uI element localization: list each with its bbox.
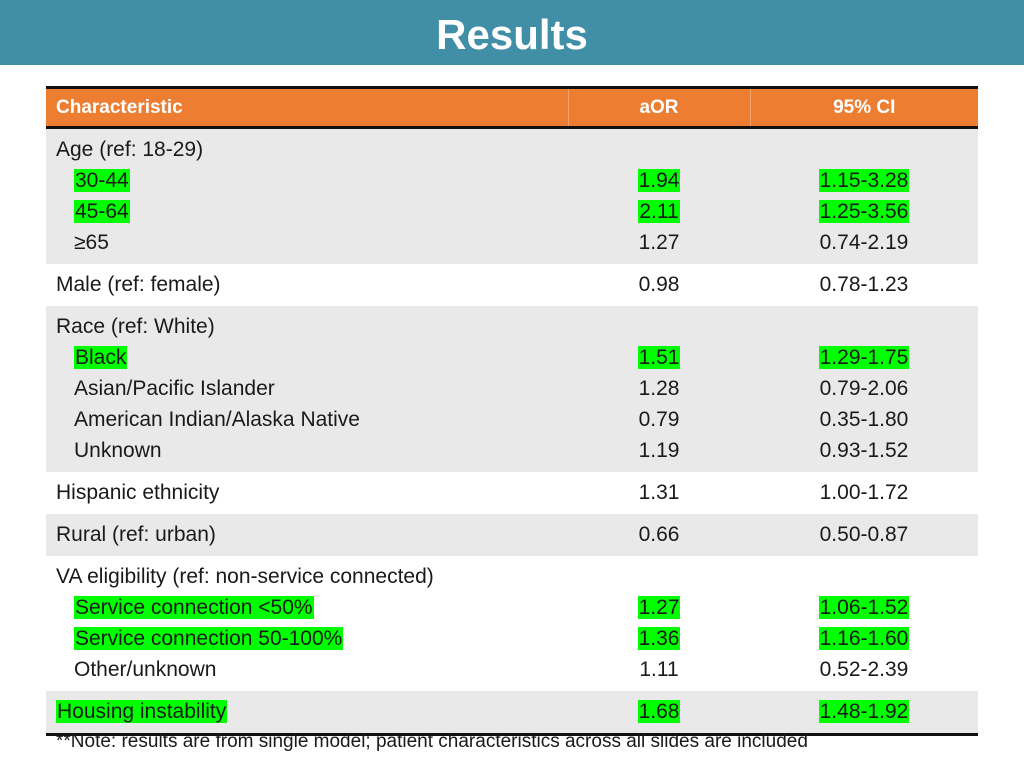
ci-value: 1.25-3.56	[818, 200, 910, 223]
ci-value: 0.52-2.39	[819, 658, 909, 681]
row-label: Black	[74, 346, 128, 369]
row-label: Asian/Pacific Islander	[74, 377, 275, 400]
group-label-va: VA eligibility (ref: non-service connect…	[56, 565, 434, 588]
ci-value: 1.06-1.52	[818, 596, 910, 619]
aor-value: 0.79	[638, 408, 680, 431]
row-label: Service connection 50-100%	[74, 627, 344, 650]
aor-value: 1.27	[638, 231, 680, 254]
table-row-age: Age (ref: 18-29) 30-44 45-64 ≥65 1.94 2.…	[46, 127, 978, 264]
title-bar	[0, 0, 1024, 65]
aor-value: 1.19	[638, 439, 680, 462]
ci-value: 1.48-1.92	[818, 700, 910, 723]
row-label: Unknown	[74, 439, 162, 462]
results-table: Characteristic aOR 95% CI Age (ref: 18-2…	[46, 86, 978, 736]
table-row-hispanic: Hispanic ethnicity 1.31 1.00-1.72	[46, 472, 978, 514]
ci-value: 0.74-2.19	[819, 231, 909, 254]
group-label-age: Age (ref: 18-29)	[56, 138, 204, 161]
ci-value: 0.78-1.23	[819, 273, 909, 296]
aor-value: 1.31	[638, 481, 680, 504]
ci-value: 1.00-1.72	[819, 481, 909, 504]
aor-value: 1.11	[639, 658, 679, 681]
row-label: 30-44	[74, 169, 130, 192]
row-label: Service connection <50%	[74, 596, 314, 619]
aor-value: 1.94	[637, 169, 681, 192]
table-row-male: Male (ref: female) 0.98 0.78-1.23	[46, 264, 978, 306]
ci-value: 1.15-3.28	[818, 169, 910, 192]
aor-value: 0.66	[638, 523, 680, 546]
aor-value: 1.51	[637, 346, 681, 369]
table-header-row: Characteristic aOR 95% CI	[46, 86, 978, 129]
table-row-race: Race (ref: White) Black Asian/Pacific Is…	[46, 306, 978, 472]
row-label: 45-64	[74, 200, 130, 223]
aor-value: 0.98	[638, 273, 680, 296]
table-row-va-eligibility: VA eligibility (ref: non-service connect…	[46, 556, 978, 691]
group-label-race: Race (ref: White)	[56, 315, 215, 338]
row-label: Housing instability	[56, 700, 228, 723]
row-label: Other/unknown	[74, 658, 217, 681]
aor-value: 1.36	[637, 627, 681, 650]
row-label: Male (ref: female)	[56, 273, 221, 296]
aor-value: 1.68	[637, 700, 681, 723]
header-characteristic: Characteristic	[46, 86, 568, 129]
table-row-rural: Rural (ref: urban) 0.66 0.50-0.87	[46, 514, 978, 556]
slide-title: Results	[436, 11, 588, 58]
ci-value: 0.79-2.06	[819, 377, 909, 400]
row-label: Hispanic ethnicity	[56, 481, 220, 504]
footnote: **Note: results are from single model; p…	[56, 731, 808, 752]
row-label: Rural (ref: urban)	[56, 523, 216, 546]
ci-value: 0.93-1.52	[819, 439, 909, 462]
row-label: American Indian/Alaska Native	[74, 408, 360, 431]
aor-value: 1.27	[637, 596, 681, 619]
ci-value: 0.35-1.80	[819, 408, 909, 431]
ci-value: 0.50-0.87	[819, 523, 909, 546]
aor-value: 1.28	[638, 377, 680, 400]
table-row-housing: Housing instability 1.68 1.48-1.92	[46, 691, 978, 736]
header-aor: aOR	[567, 86, 750, 129]
ci-value: 1.29-1.75	[818, 346, 910, 369]
header-ci: 95% CI	[749, 86, 978, 129]
ci-value: 1.16-1.60	[818, 627, 910, 650]
aor-value: 2.11	[638, 200, 680, 223]
row-label: ≥65	[74, 231, 109, 254]
